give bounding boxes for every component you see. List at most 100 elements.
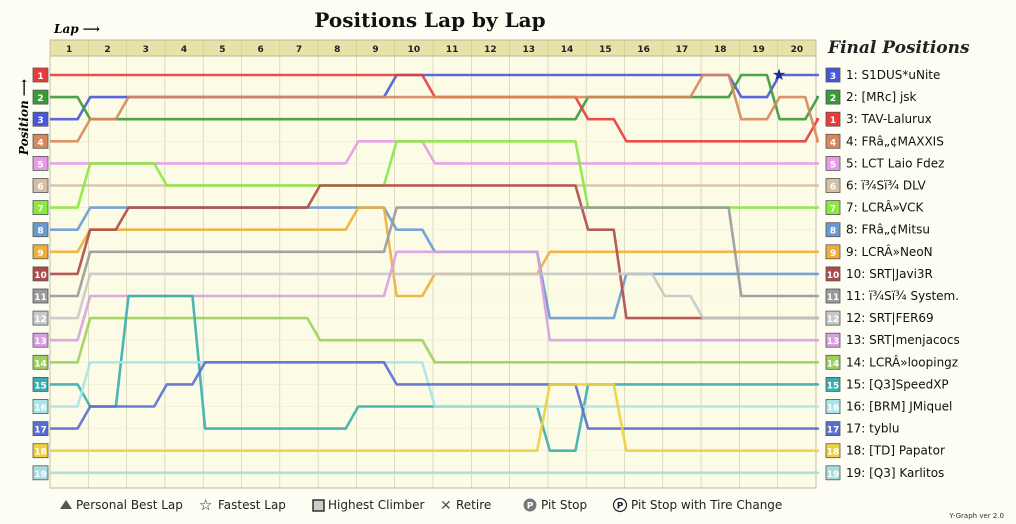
final-position-label: 15: [Q3]SpeedXP (846, 377, 949, 391)
start-position-box (32, 200, 49, 216)
final-position-label: 17: tyblu (846, 422, 900, 436)
final-position-label: 18: [TD] Papator (846, 444, 945, 458)
final-position-box (825, 155, 841, 171)
final-position-start-number: 19 (827, 470, 840, 480)
lap-tick-label: 18 (714, 45, 727, 55)
series-line (50, 383, 820, 452)
final-position-start-number: 14 (827, 359, 840, 369)
final-position-label: 6: ï¾Sï¾ DLV (846, 179, 926, 193)
final-position-start-number: 17 (827, 426, 840, 436)
final-position-box (825, 465, 841, 481)
start-position-number: 5 (37, 160, 43, 170)
final-position-box (825, 178, 841, 193)
start-position-number: 13 (34, 337, 47, 347)
lap-tick-label: 19 (752, 45, 765, 55)
legend-highest-climber: Highest Climber (328, 498, 424, 512)
start-position-box (32, 266, 49, 282)
start-position-box (32, 155, 49, 171)
final-position-box (825, 222, 841, 238)
final-position-box (825, 310, 841, 326)
final-position-label: 2: [MRc] jsk (846, 90, 917, 104)
final-position-start-number: 15 (827, 381, 840, 391)
final-position-start-number: 5 (830, 160, 836, 170)
final-position-start-number: 18 (827, 448, 840, 458)
start-position-box (32, 354, 49, 370)
final-position-label: 7: LCRÂ»VCK (846, 200, 925, 215)
final-position-box (825, 67, 841, 83)
final-position-start-number: 7 (830, 205, 836, 215)
lap-tick-label: 12 (484, 45, 497, 55)
personal-best-icon (60, 500, 72, 509)
final-position-box (825, 89, 841, 105)
final-position-label: 11: ï¾Sï¾ System. (846, 289, 959, 303)
chart-title: Positions Lap by Lap (314, 8, 546, 32)
final-position-box (825, 133, 841, 149)
start-position-number: 4 (37, 138, 43, 148)
series-line (50, 272, 820, 320)
start-position-number: 6 (37, 183, 43, 193)
pit-stop-tire-icon (612, 497, 628, 513)
start-position-number: 1 (37, 72, 43, 82)
final-position-start-number: 13 (827, 337, 840, 347)
start-position-number: 10 (34, 271, 47, 281)
final-position-box (825, 288, 841, 304)
fastest-lap-star-icon: ★ (772, 65, 786, 84)
start-position-number: 18 (34, 448, 47, 458)
start-position-number: 11 (34, 293, 47, 303)
start-position-number: 7 (37, 205, 43, 215)
lap-tick-label: 15 (599, 45, 612, 55)
start-position-box (32, 244, 49, 260)
final-position-start-number: 6 (830, 183, 836, 193)
lap-tick-label: 13 (522, 45, 535, 55)
start-position-number: 12 (34, 315, 47, 325)
lap-tick-label: 3 (143, 45, 149, 55)
lap-tick-label: 16 (637, 45, 650, 55)
series-line (50, 73, 820, 143)
legend-fastest-lap: Fastest Lap (218, 498, 286, 512)
start-position-number: 17 (34, 426, 47, 436)
legend-retire: Retire (456, 498, 491, 512)
series-line (50, 316, 820, 364)
lap-tick-label: 2 (104, 45, 110, 55)
lap-tick-label: 4 (181, 45, 187, 55)
start-position-box (32, 89, 49, 105)
final-position-box (825, 244, 841, 260)
final-position-label: 1: S1DUS*uNite (846, 68, 940, 82)
final-position-label: 14: LCRÂ»loopingz (846, 354, 958, 369)
final-positions-heading: Final Positions (828, 38, 970, 58)
start-position-box (32, 332, 49, 348)
lap-tick-label: 8 (334, 45, 340, 55)
series-line (50, 361, 820, 430)
start-position-number: 16 (34, 404, 47, 414)
final-position-label: 10: SRT|Javi3R (846, 267, 933, 281)
final-position-start-number: 1 (830, 116, 836, 126)
start-position-box (32, 443, 49, 459)
x-axis-label: Lap ⟶ (54, 22, 100, 36)
legend-personal-best: Personal Best Lap (76, 498, 183, 512)
final-position-box (825, 443, 841, 459)
final-position-box (825, 421, 841, 437)
pit-stop-icon (523, 498, 537, 512)
start-position-box (32, 376, 49, 392)
final-position-box (825, 399, 841, 414)
final-position-start-number: 9 (830, 249, 836, 259)
final-position-box (825, 200, 841, 216)
final-position-start-number: 3 (830, 72, 836, 82)
start-position-box (32, 133, 49, 149)
final-position-start-number: 8 (830, 227, 836, 237)
series-line (50, 206, 820, 298)
lap-tick-label: 10 (408, 45, 421, 55)
start-position-number: 8 (37, 227, 43, 237)
lap-tick-label: 7 (296, 45, 302, 55)
start-position-box (32, 288, 49, 304)
final-position-start-number: 2 (830, 94, 836, 104)
pit-stop-icon-letter: P (527, 502, 534, 512)
series-line (50, 140, 820, 165)
legend-pit-stop-tire: Pit Stop with Tire Change (631, 498, 782, 512)
final-position-start-number: 16 (827, 404, 840, 414)
start-position-box (32, 67, 49, 83)
final-position-label: 19: [Q3] Karlitos (846, 466, 944, 480)
lap-tick-label: 14 (561, 45, 574, 55)
